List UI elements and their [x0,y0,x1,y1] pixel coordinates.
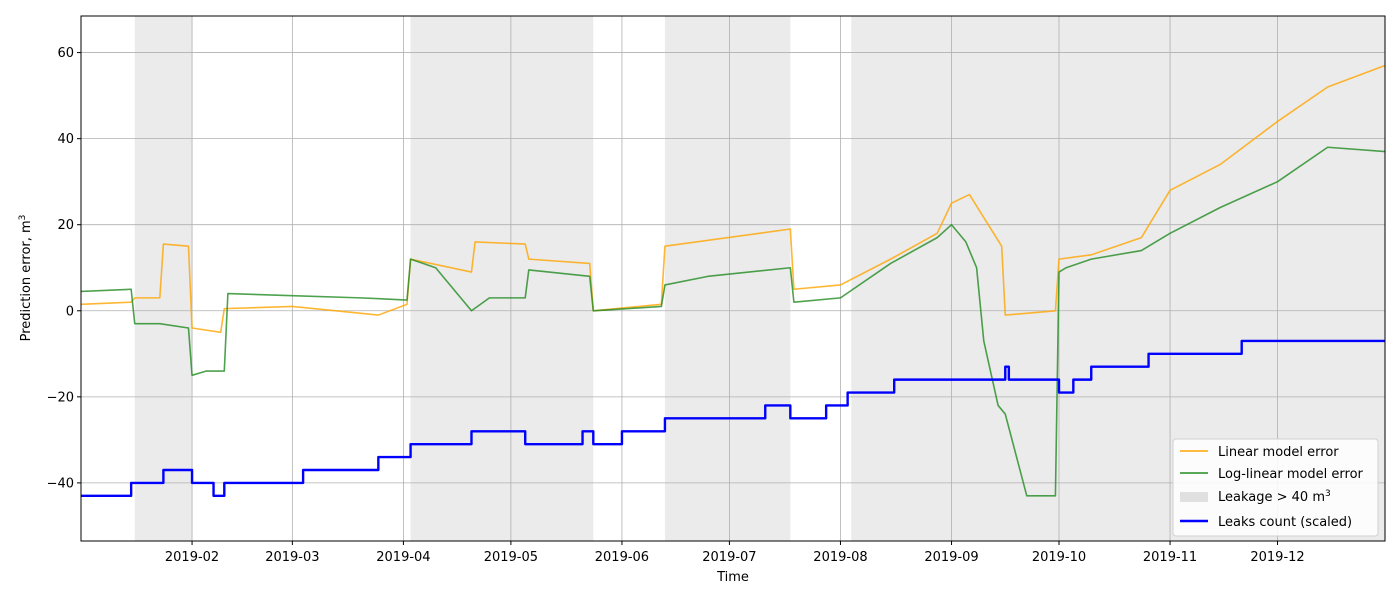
x-axis-title: Time [716,570,749,585]
y-tick-label-4: 20 [57,218,74,233]
legend-box [1172,438,1379,537]
x-tick-label-2: 2019-03 [265,550,319,565]
x-tick-label-6: 2019-07 [702,550,756,565]
x-tick-label-4: 2019-05 [484,550,538,565]
x-tick-label-1: 2019-02 [165,550,219,565]
x-tick-label-10: 2019-11 [1143,550,1197,565]
x-tick-label-11: 2019-12 [1250,550,1304,565]
y-tick-label-6: 60 [57,46,74,61]
log-linear-model-error-line [80,146,1386,497]
legend-label-loglinear: Log-linear model error [1218,467,1364,482]
leakage-region-3 [664,16,791,541]
leaks-count-line [81,339,1385,498]
leakage-region-1 [134,16,193,541]
legend-label-leaks: Leaks count (scaled) [1218,515,1352,530]
plot-frame [80,15,1386,542]
legend-label-leakage: Leakage > 40 m3 [1218,489,1331,505]
legend-label-linear: Linear model error [1218,445,1339,460]
y-axis-ticks: −40 −20 0 20 40 60 [47,46,81,491]
y-tick-label-5: 40 [57,132,74,147]
y-axis-title: Prediction error, m3 [18,215,34,342]
leakage-region-2 [410,16,594,541]
x-tick-label-7: 2019-08 [813,550,867,565]
x-tick-label-3: 2019-04 [376,550,430,565]
y-tick-label-2: −20 [47,390,74,405]
x-axis-ticks: 2019-02 2019-03 2019-04 2019-05 2019-06 2019-… [165,541,1305,565]
legend: Linear model error Log-linear model erro… [1172,438,1379,537]
x-tick-label-5: 2019-06 [595,550,649,565]
y-tick-label-1: −40 [47,476,74,491]
legend-swatch-leakage [1180,492,1208,502]
x-tick-label-8: 2019-09 [924,550,978,565]
x-tick-label-9: 2019-10 [1032,550,1086,565]
series-lines [80,64,1386,498]
y-tick-label-3: 0 [66,304,74,319]
